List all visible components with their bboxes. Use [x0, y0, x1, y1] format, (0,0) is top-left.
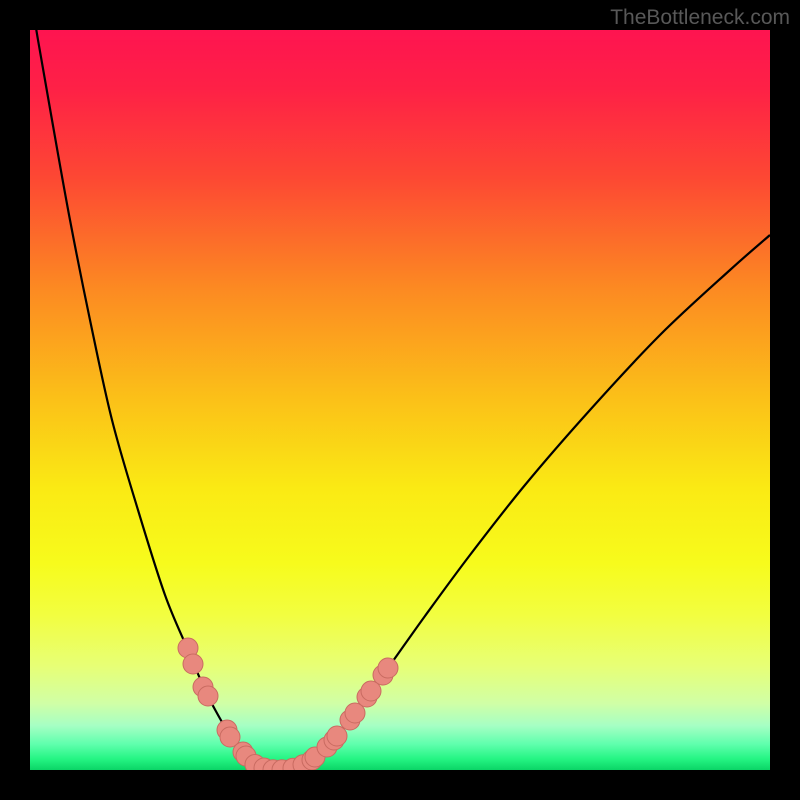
watermark-text: TheBottleneck.com — [610, 6, 790, 30]
chart-marker — [327, 726, 347, 746]
chart-marker — [378, 658, 398, 678]
chart-svg — [30, 30, 770, 770]
chart-marker — [183, 654, 203, 674]
chart-marker — [198, 686, 218, 706]
chart-background — [30, 30, 770, 770]
chart-plot-area — [30, 30, 770, 770]
